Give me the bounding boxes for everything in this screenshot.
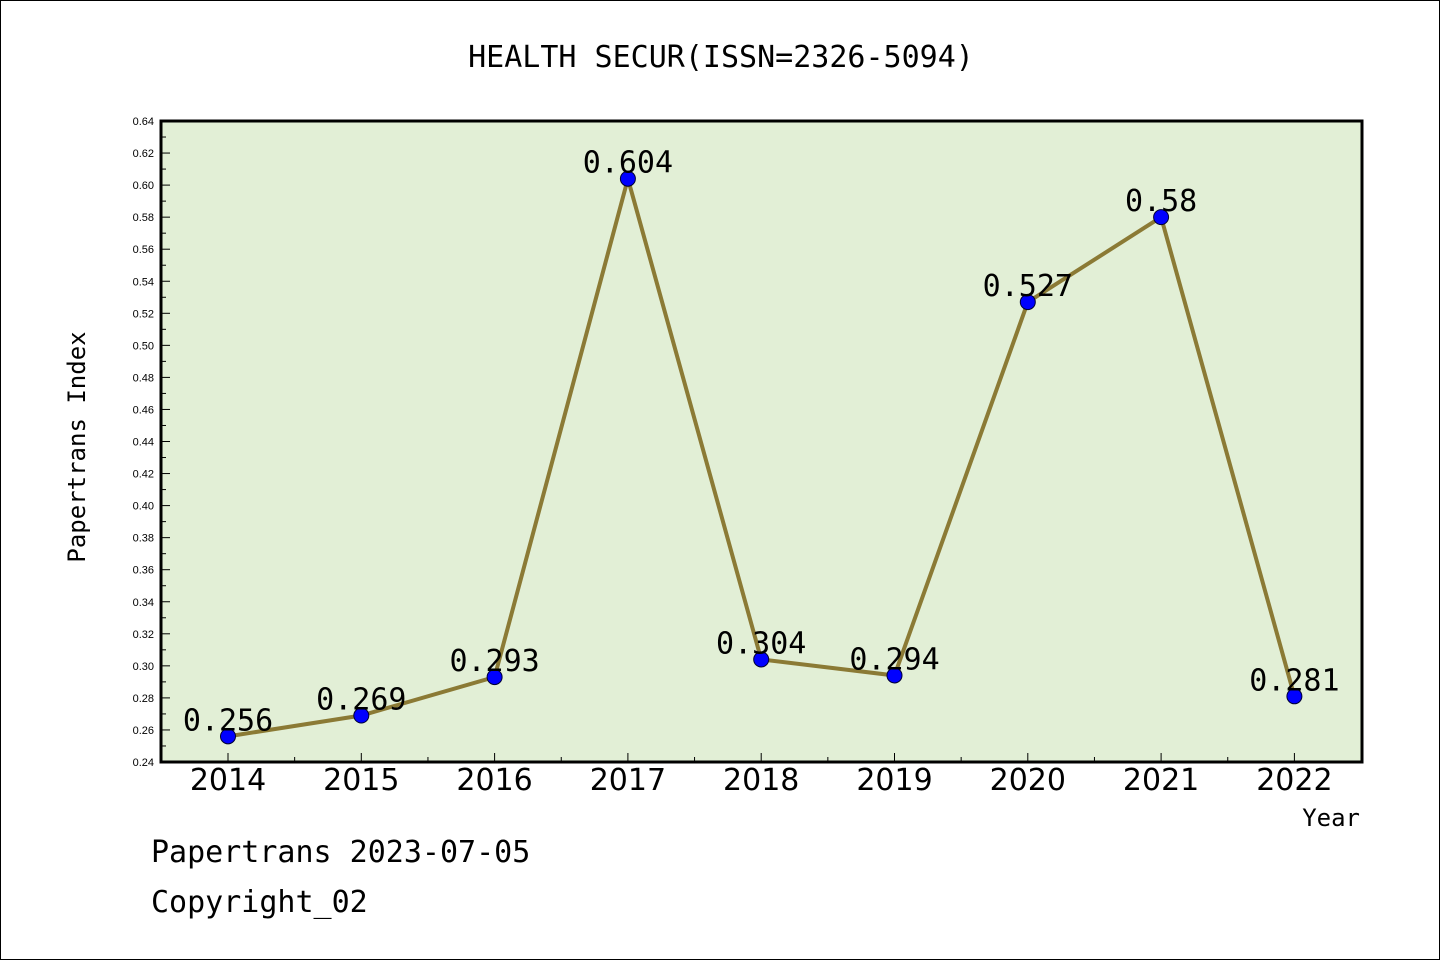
data-label: 0.58 <box>1125 184 1197 219</box>
y-tick-label: 0.36 <box>133 565 154 577</box>
data-label: 0.304 <box>716 626 806 661</box>
y-tick-label: 0.50 <box>133 340 154 352</box>
y-tick-label: 0.58 <box>133 212 154 224</box>
data-label: 0.269 <box>316 683 406 718</box>
data-label: 0.256 <box>183 703 273 738</box>
x-tick-label: 2018 <box>723 763 799 798</box>
y-axis-label: Papertrans Index <box>63 331 91 562</box>
y-tick-label: 0.62 <box>133 148 154 160</box>
x-tick-label: 2014 <box>190 763 266 798</box>
x-tick-label: 2020 <box>990 763 1066 798</box>
data-point <box>886 667 903 684</box>
y-tick-label: 0.46 <box>133 404 154 416</box>
x-tick-label: 2017 <box>590 763 666 798</box>
y-tick-label: 0.26 <box>133 725 154 737</box>
x-tick-label: 2022 <box>1256 763 1332 798</box>
data-label: 0.293 <box>449 644 539 679</box>
footer-copyright: Copyright_02 <box>151 885 368 920</box>
data-point <box>753 651 770 668</box>
y-tick-label: 0.48 <box>133 372 154 384</box>
y-tick-label: 0.32 <box>133 629 154 641</box>
series-markers <box>220 170 1303 745</box>
y-tick-label: 0.56 <box>133 244 154 256</box>
y-tick-label: 0.52 <box>133 308 154 320</box>
y-tick-label: 0.30 <box>133 661 154 673</box>
data-label: 0.294 <box>849 642 939 677</box>
data-point <box>486 669 503 686</box>
y-tick-label: 0.40 <box>133 501 154 513</box>
data-point <box>220 728 236 745</box>
data-point <box>619 170 636 187</box>
y-tick-label: 0.44 <box>133 437 154 449</box>
y-tick-label: 0.60 <box>133 180 154 192</box>
x-axis: 2014 2015 2016 2017 2018 2019 2020 2021 2022 <box>190 753 1333 798</box>
x-axis-label: Year <box>1302 804 1360 832</box>
y-tick-label: 0.34 <box>133 597 154 609</box>
data-label: 0.604 <box>583 146 673 181</box>
x-tick-label: 2019 <box>856 763 932 798</box>
x-tick-label: 2016 <box>456 763 532 798</box>
data-label: 0.527 <box>983 269 1073 304</box>
data-label: 0.281 <box>1249 663 1339 698</box>
data-labels: 0.256 0.269 0.293 0.604 0.304 0.294 0.527 0.58 0… <box>183 146 1340 739</box>
y-axis: 0.24 0.26 0.28 0.30 0.32 0.34 0.36 0.38 0.40 0.42… <box>133 116 170 769</box>
chart-title: HEALTH SECUR(ISSN=2326-5094) <box>468 40 974 75</box>
x-tick-label: 2021 <box>1123 763 1199 798</box>
footer-date: Papertrans 2023-07-05 <box>151 835 531 870</box>
y-tick-label: 0.28 <box>133 693 154 705</box>
data-point <box>353 707 370 724</box>
y-tick-label: 0.38 <box>133 533 154 545</box>
y-tick-label: 0.24 <box>133 757 154 769</box>
y-tick-label: 0.54 <box>133 276 154 288</box>
data-point <box>1019 294 1036 311</box>
x-tick-label: 2015 <box>323 763 399 798</box>
y-tick-label: 0.42 <box>133 469 154 481</box>
data-point <box>1286 688 1303 705</box>
y-tick-label: 0.64 <box>133 116 154 128</box>
data-point <box>1153 209 1170 226</box>
plot-border <box>159 119 1364 764</box>
